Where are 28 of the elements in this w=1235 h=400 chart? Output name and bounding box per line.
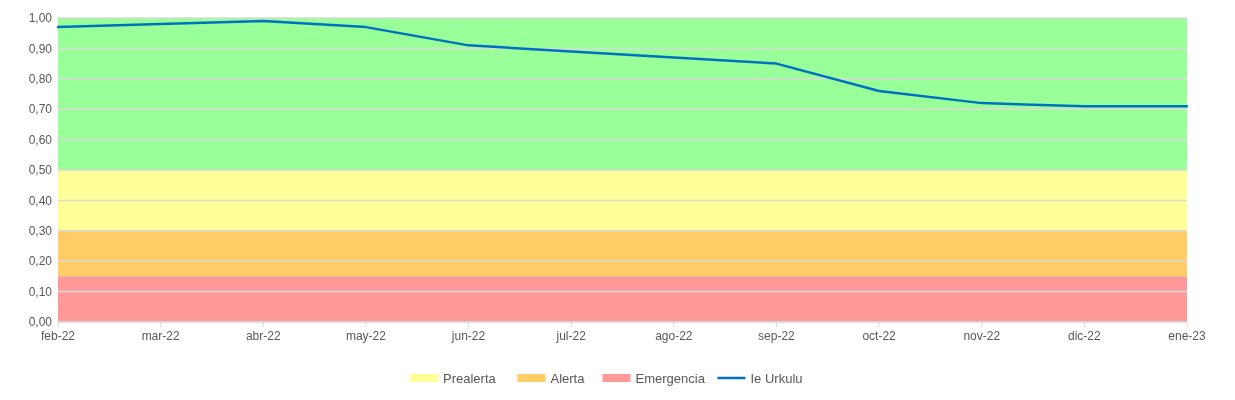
- legend-label: Ie Urkulu: [750, 370, 803, 386]
- y-tick-label: 0,90: [28, 41, 53, 56]
- x-tick-label: ago-22: [655, 329, 693, 343]
- legend-label: Prealerta: [443, 370, 497, 386]
- x-tick-label: jun-22: [450, 329, 486, 343]
- y-tick-label: 0,60: [28, 132, 53, 147]
- y-tick-label: 0,30: [28, 224, 53, 238]
- y-tick-label: 1,00: [28, 11, 53, 26]
- x-tick-label: feb-22: [40, 329, 76, 343]
- y-tick-label: 0,40: [28, 193, 53, 208]
- y-tick-label: 0,20: [28, 254, 53, 269]
- line-series: [56, 19, 1189, 108]
- x-tick-label: abr-22: [245, 329, 281, 343]
- legend-label: Alerta: [550, 370, 586, 386]
- y-tick-label: 0,80: [28, 72, 53, 86]
- y-tick-label: 0,00: [28, 315, 53, 330]
- x-tick-label: dic-22: [1068, 329, 1102, 343]
- legend-label: Emergencia: [635, 370, 706, 386]
- x-tick-label: mar-22: [141, 329, 180, 343]
- y-tick-label: 0,70: [28, 102, 53, 117]
- x-tick-label: nov-22: [963, 329, 1001, 343]
- x-tick-label: jul-22: [555, 329, 587, 343]
- x-tick-label: ene-23: [1168, 329, 1206, 343]
- x-tick-label: may-22: [345, 329, 387, 343]
- x-tick-label: sep-22: [758, 329, 796, 343]
- y-tick-label: 0,50: [28, 163, 53, 178]
- y-tick-label: 0,10: [28, 284, 53, 299]
- x-tick-label: oct-22: [862, 329, 897, 343]
